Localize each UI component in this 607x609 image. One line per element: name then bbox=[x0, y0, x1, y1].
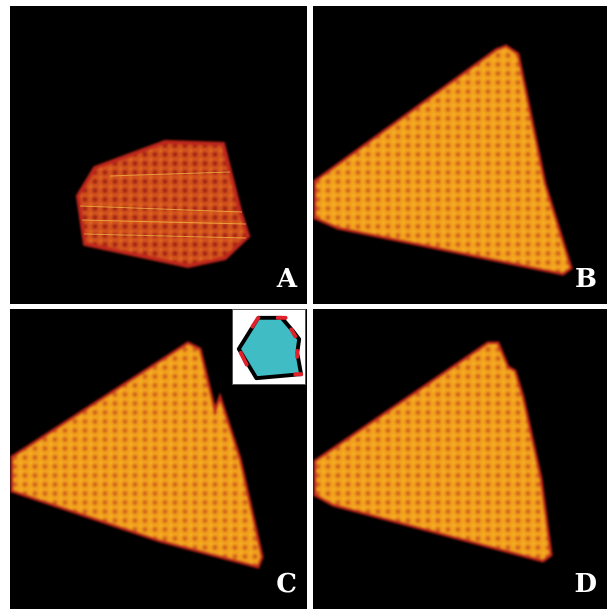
crystal-c-image bbox=[10, 341, 264, 569]
crystal-a-image bbox=[75, 139, 251, 269]
hexagonal-crystal-schematic-icon bbox=[232, 309, 306, 385]
panel-label-a: A bbox=[276, 264, 297, 294]
crystal-b-image bbox=[313, 44, 573, 276]
panel-label-c: C bbox=[276, 569, 297, 599]
crystal-d-image bbox=[313, 341, 553, 563]
panel-label-d: D bbox=[574, 569, 597, 599]
panel-a: A bbox=[10, 6, 307, 304]
panel-d: D bbox=[313, 309, 607, 609]
panel-label-b: B bbox=[575, 264, 597, 294]
panel-b: B bbox=[313, 6, 607, 304]
